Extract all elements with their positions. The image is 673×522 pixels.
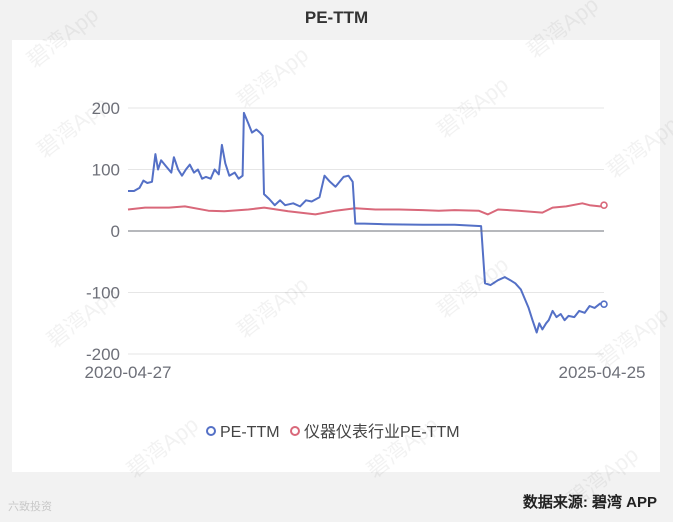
y-tick-label: 0 [111, 222, 120, 241]
series-line-2 [127, 202, 605, 216]
legend-marker-2 [290, 426, 300, 436]
corner-logo: 六致投资 [8, 501, 52, 513]
series-line-1 [128, 111, 605, 334]
y-tick-label: -200 [86, 345, 120, 364]
series-end-point-1 [600, 300, 608, 308]
legend-marker-1 [206, 426, 216, 436]
chart-title: PE-TTM [304, 8, 369, 27]
series-layer [127, 111, 608, 334]
y-tick-label: 100 [92, 161, 120, 180]
data-source: 数据来源: 碧湾 APP [522, 494, 657, 511]
legend[interactable]: PE-TTM 仪器仪表行业PE-TTM [206, 423, 460, 441]
legend-item-2[interactable]: 仪器仪表行业PE-TTM [290, 423, 460, 441]
x-tick-label-end: 2025-04-25 [559, 363, 646, 382]
legend-item-1[interactable]: PE-TTM [206, 424, 280, 441]
axis-layer: -200 -100 0 100 200 2020-04-27 2025-04-25 [85, 99, 646, 382]
chart-card: -200 -100 0 100 200 2020-04-27 2025-04-25 PE-T… [12, 40, 660, 472]
y-tick-label: -100 [86, 284, 120, 303]
y-tick-label: 200 [92, 99, 120, 118]
pe-ttm-chart: -200 -100 0 100 200 2020-04-27 2025-04-25 PE-T… [85, 99, 646, 441]
legend-label-2: 仪器仪表行业PE-TTM [304, 423, 460, 441]
legend-label-1: PE-TTM [220, 424, 280, 441]
x-tick-label-start: 2020-04-27 [85, 363, 172, 382]
series-end-point-2 [600, 201, 608, 209]
